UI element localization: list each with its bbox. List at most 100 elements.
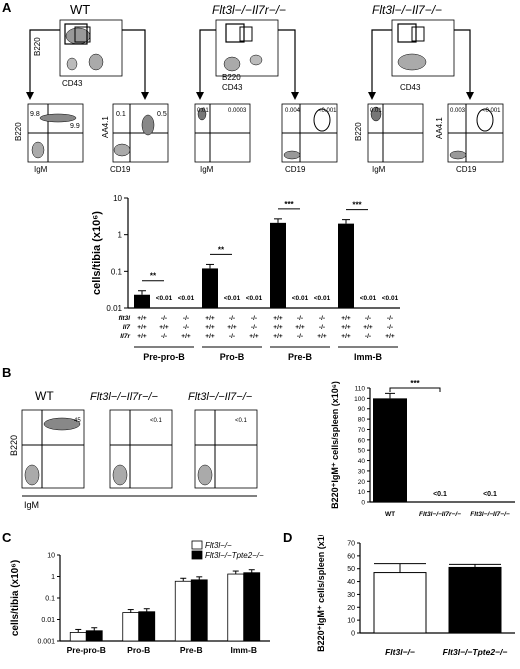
arrow-right-wt [122,29,146,95]
axis-cd43-wt: CD43 [62,79,83,88]
panel-b-bar-chart: 0 10 20 30 40 50 60 70 80 90 100 110 B220⁺IgM⁺ cells… [330,379,515,518]
d-y-tick-label: 70 [347,541,355,548]
d-y-tick-label: 30 [347,592,355,599]
a-below-detection: <0.01 [360,295,377,302]
a-genotype-cell: +/+ [227,324,237,331]
a-genotype-cell: -/- [229,315,235,322]
arrow-left-wt [29,29,60,95]
b-category-label: WT [385,511,395,518]
a-row-label: flt3l [118,315,130,322]
a-genotype-cell: +/+ [137,315,147,322]
d-category-label: Flt3l−/−Tpte2−/− [443,647,508,657]
c-bar [122,612,140,642]
c-bar [174,580,192,642]
c-bar [190,579,208,642]
b-y-tick-label: 80 [358,417,366,424]
a-bar [134,294,150,308]
d-y-tick-label: 40 [347,579,355,586]
a-genotype-cell: +/+ [205,315,215,322]
a-below-detection: <0.01 [246,295,263,302]
axis-b220-wt: B220 [33,37,42,56]
b-y-tick-label: 110 [355,386,366,393]
panel-b-flow-plots: WT Flt3l−/−Il7r−/− Flt3l−/−Il7−/− 45 <0.… [9,389,258,510]
a-sig-stars: *** [284,200,294,209]
d-bar [448,566,502,634]
b-y-tick-label: 50 [358,448,366,455]
a-genotype-cell: +/+ [273,324,283,331]
flow-plot-b-il7r [109,409,173,489]
panel-d-bar-chart: 0 10 20 30 40 50 60 70 B220⁺IgM⁺ cells/spleen (x… [316,535,515,657]
b-y-tick-label: 10 [358,489,366,496]
c-y-tick-label: 0.01 [41,617,55,624]
a-genotype-cell: +/+ [205,324,215,331]
flow-plot-b-wt [21,409,85,489]
a-genotype-cell: -/- [365,315,371,322]
axis-igm-il7: IgM [372,165,386,174]
a-y-tick-label: 0.01 [106,304,122,313]
genotype-title-il7r: Flt3l−/−Il7r−/− [212,3,286,17]
flow-plot-il7-cd19 [447,103,504,163]
a-below-detection: <0.01 [314,295,331,302]
d-y-tick-label: 10 [347,618,355,625]
b-y-tick-label: 100 [354,396,365,403]
a-genotype-cell: +/+ [159,324,169,331]
a-y-tick-label: 1 [118,231,123,240]
wt-value-4: 0.5 [157,111,167,118]
axis-cd19-il7r: CD19 [285,165,306,174]
a-genotype-cell: +/+ [181,333,191,340]
a-genotype-cell: -/- [161,315,167,322]
flow-plot-il7r-igm [194,103,251,163]
d-bar [373,572,427,634]
a-genotype-cell: -/- [319,315,325,322]
a-genotype-cell: +/+ [137,333,147,340]
b-genotype-il7r: Flt3l−/−Il7r−/− [90,391,158,403]
a-group-label: Pre-pro-B [143,352,185,362]
axis-aa41-wt: AA4.1 [101,116,110,138]
a-genotype-cell: +/+ [249,333,259,340]
c-legend-label: Flt3l−/− [205,541,232,550]
d-y-tick-label: 50 [347,566,355,573]
b-y-axis-label: B220⁺IgM⁺ cells/spleen (x10⁶) [330,381,340,509]
a-genotype-cell: +/+ [295,324,305,331]
a-genotype-cell: -/- [251,324,257,331]
axis-b220-il7: B220 [354,122,363,141]
b-yaxis-label: B220 [9,435,19,456]
a-y-tick-label: 0.1 [111,267,123,276]
a-genotype-cell: +/+ [317,333,327,340]
b-y-tick-label: 60 [358,437,366,444]
b-y-tick-label: 30 [358,468,366,475]
a-genotype-cell: +/+ [341,315,351,322]
c-legend-swatch [191,550,203,560]
axis-aa41-il7: AA4.1 [435,117,444,139]
d-y-tick-label: 20 [347,605,355,612]
c-category-label: Pre-pro-B [67,645,106,655]
b-bar [373,398,407,502]
a-genotype-cell: +/+ [385,333,395,340]
c-legend-label: Flt3l−/−Tpte2−/− [205,551,264,560]
axis-b220-il7r: B220 [222,73,241,82]
a-below-detection: <0.01 [224,295,241,302]
axis-igm-wt: IgM [34,165,48,174]
panel-letter-b: B [2,365,12,380]
il7r-value-4: <0.001 [318,108,337,114]
a-bar [338,223,354,308]
c-bar [69,632,87,642]
genotype-title-il7: Flt3l−/−Il7−/− [372,3,442,17]
genotype-title-wt: WT [70,2,90,17]
b-y-tick-label: 0 [361,500,365,507]
b-il7-value: <0.1 [235,418,248,424]
d-category-label: Flt3l−/− [385,647,415,657]
b-genotype-il7: Flt3l−/−Il7−/− [188,391,253,403]
b-xaxis-label: IgM [24,500,39,510]
b-y-tick-label: 20 [358,479,366,486]
a-genotype-cell: -/- [229,333,235,340]
c-y-tick-label: 10 [47,553,55,560]
il7r-value-2: 0.0003 [228,108,247,114]
a-below-detection: <0.01 [382,295,399,302]
b-y-tick-label: 90 [358,406,366,413]
c-y-axis-label: cells/tibia (x10⁶) [10,560,21,636]
flow-plot-wt-cd43 [59,19,123,77]
wt-value-3: 0.1 [116,111,126,118]
a-genotype-cell: -/- [183,315,189,322]
a-bar [270,222,286,308]
